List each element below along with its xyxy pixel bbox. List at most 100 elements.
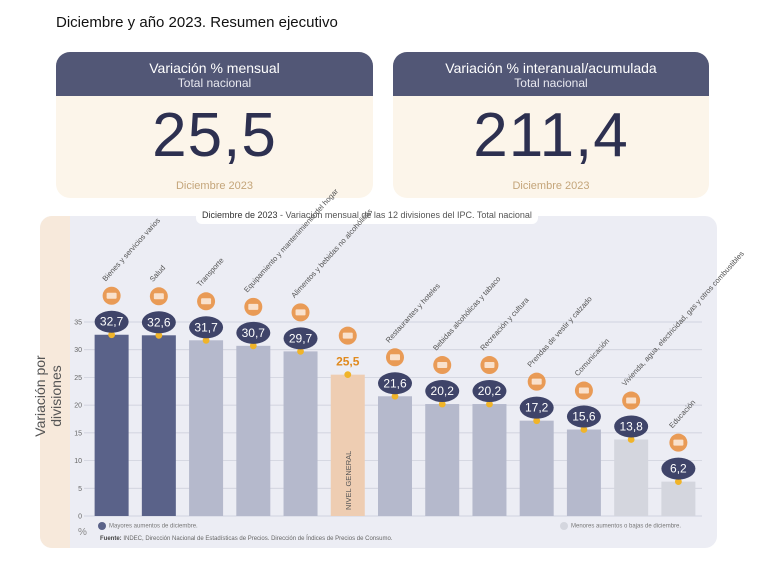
legend-low-swatch: [560, 522, 568, 530]
category-label: Prendas de vestir y calzado: [525, 295, 593, 369]
dining-icon-detail: [390, 354, 400, 361]
category-label: Salud: [148, 263, 168, 283]
value-dot: [202, 336, 210, 344]
value-bubble: [283, 327, 318, 350]
card-footer: Diciembre 2023: [512, 180, 590, 192]
value-bubble: [378, 372, 412, 395]
lightbulb-icon-detail: [626, 397, 637, 404]
bar: [236, 345, 271, 516]
value-dot: [391, 392, 399, 400]
bottle-icon-detail: [437, 362, 448, 369]
bar: [378, 396, 412, 516]
card-subtitle: Total nacional: [514, 76, 588, 90]
sun-icon-detail: [484, 362, 495, 369]
value-dot: [627, 436, 635, 443]
chicken-icon-detail: [295, 309, 306, 316]
card-value: 211,4: [473, 101, 629, 170]
bar: [94, 334, 129, 516]
category-label: Vivienda, agua, electricidad, gas y otro…: [620, 249, 746, 388]
y-tick-label: 30: [74, 347, 82, 354]
value-label: 20,2: [431, 384, 455, 398]
value-bubble: [472, 380, 507, 403]
monthly-variation-card: Variación % mensual Total nacional 25,5 …: [56, 52, 373, 198]
value-label: 25,5: [336, 355, 360, 369]
value-bubble: [566, 405, 601, 428]
value-dot: [533, 417, 541, 425]
bar: [519, 420, 554, 516]
card-value: 25,5: [152, 101, 277, 170]
value-bubble: [519, 396, 554, 419]
value-dot: [155, 331, 163, 339]
value-label: 31,7: [194, 320, 218, 334]
category-label: Recreación y cultura: [478, 295, 531, 352]
value-label: 17,2: [525, 401, 549, 415]
value-dot: [249, 342, 257, 350]
value-bubble: [425, 380, 460, 403]
card-header: Variación % interanual/acumulada Total n…: [393, 52, 709, 96]
value-label: 6,2: [670, 462, 687, 476]
source-text: INDEC, Dirección Nacional de Estadística…: [121, 536, 393, 542]
scissors-icon-detail: [106, 292, 117, 299]
category-label: Equipamiento y mantenimiento del hogar: [242, 186, 340, 294]
card-header: Variación % mensual Total nacional: [56, 52, 373, 96]
grocery-basket-icon-detail: [342, 332, 353, 339]
value-label: 13,8: [619, 420, 643, 434]
legend-high-text: Mayores aumentos de diciembre.: [109, 523, 198, 530]
page-title: Diciembre y año 2023. Resumen ejecutivo: [56, 14, 338, 31]
interannual-variation-card: Variación % interanual/acumulada Total n…: [393, 52, 709, 198]
category-label: Restaurantes y hoteles: [384, 281, 442, 344]
category-label: Educación: [667, 398, 697, 430]
value-label: 15,6: [572, 410, 596, 424]
book-icon-detail: [673, 439, 684, 446]
phone-icon-detail: [578, 387, 589, 394]
chart-title-text: - Variación mensual de las 12 divisiones…: [277, 210, 532, 220]
y-tick-label: 25: [74, 375, 82, 382]
value-label: 30,7: [242, 326, 266, 340]
bar: [189, 340, 224, 516]
card-title: Variación % interanual/acumulada: [445, 60, 657, 76]
value-dot: [674, 478, 682, 486]
paint-bucket-icon-detail: [248, 303, 259, 310]
value-dot: [438, 400, 446, 408]
value-label: 32,6: [147, 315, 171, 329]
bar: [566, 429, 601, 516]
value-label: 21,6: [383, 376, 407, 390]
card-footer: Diciembre 2023: [175, 180, 254, 192]
source-note: Fuente: INDEC, Dirección Nacional de Est…: [100, 536, 392, 542]
y-tick-label: 5: [78, 486, 82, 493]
y-tick-label: 15: [74, 430, 82, 437]
chart-title: Diciembre de 2023 - Variación mensual de…: [196, 206, 538, 224]
bar: [330, 374, 365, 516]
value-bubble: [614, 415, 649, 438]
bus-icon-detail: [201, 298, 212, 305]
value-bubble: [236, 321, 271, 344]
value-dot: [580, 426, 588, 433]
value-dot: [344, 371, 352, 379]
legend-low: Menores aumentos o bajas de diciembre.: [560, 522, 681, 530]
card-title: Variación % mensual: [149, 60, 280, 76]
y-tick-label: 10: [74, 458, 82, 465]
bar: [661, 481, 696, 516]
value-bubble: [94, 310, 129, 333]
value-bubble: [661, 457, 696, 480]
legend-low-text: Menores aumentos o bajas de diciembre.: [571, 523, 682, 530]
bar: [472, 404, 507, 516]
unit-label: %: [78, 527, 87, 538]
y-tick-label: 20: [74, 403, 82, 410]
shirt-icon-detail: [531, 378, 542, 385]
bar: [614, 439, 649, 516]
category-label: Transporte: [195, 256, 226, 289]
value-label: 32,7: [100, 315, 124, 329]
value-label: 20,2: [478, 384, 502, 398]
bar: [283, 351, 318, 516]
chart-axis-band: [40, 216, 70, 548]
category-label: Comunicación: [573, 337, 611, 378]
value-dot: [486, 400, 493, 408]
source-label: Fuente:: [100, 536, 122, 542]
value-bubble: [189, 316, 224, 339]
y-tick-label: 0: [78, 514, 82, 521]
card-subtitle: Total nacional: [177, 76, 252, 90]
value-dot: [297, 347, 304, 355]
y-tick-label: 35: [74, 320, 82, 327]
